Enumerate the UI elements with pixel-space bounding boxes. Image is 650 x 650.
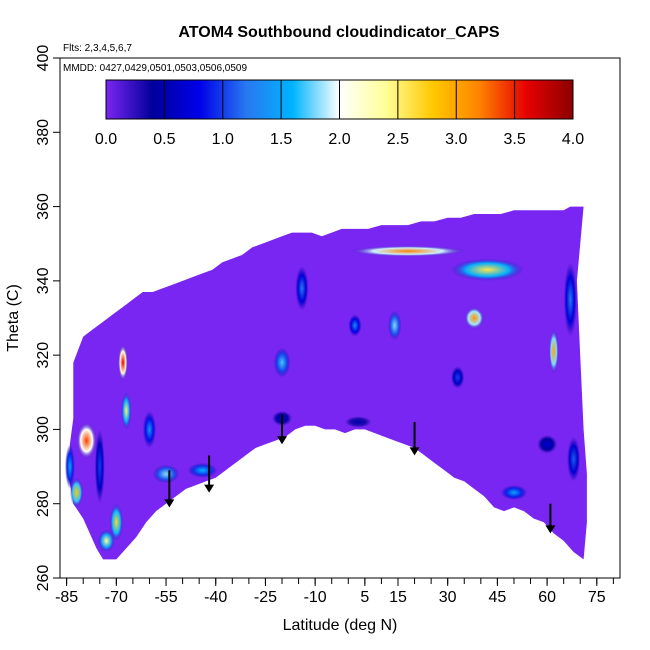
y-tick-label: 380 bbox=[35, 119, 52, 146]
y-tick-label: 300 bbox=[35, 416, 52, 443]
cloud-feature bbox=[187, 462, 218, 478]
cloud-feature bbox=[273, 347, 291, 378]
colorbar-tick-label: 2.5 bbox=[387, 131, 409, 148]
x-tick-label: 30 bbox=[439, 589, 457, 606]
x-tick-label: 75 bbox=[588, 589, 606, 606]
x-tick-label: -70 bbox=[105, 589, 128, 606]
y-axis: 260 280 300 320 340 360 380 400 bbox=[35, 45, 60, 592]
flights-annotation: Flts: 2,3,4,5,6,7 bbox=[63, 43, 132, 54]
colorbar-tick-label: 3.5 bbox=[504, 131, 526, 148]
cloud-feature bbox=[464, 306, 485, 330]
cloud-feature bbox=[69, 477, 84, 508]
chart-title: ATOM4 Southbound cloudindicator_CAPS bbox=[178, 24, 500, 41]
y-axis-label: Theta (C) bbox=[5, 284, 22, 352]
cloud-feature bbox=[121, 392, 132, 430]
y-tick-label: 400 bbox=[35, 45, 52, 72]
cloud-feature bbox=[348, 314, 362, 337]
cloud-feature bbox=[500, 485, 528, 500]
plot-area bbox=[65, 206, 587, 560]
cloud-feature bbox=[118, 344, 128, 382]
x-tick-label: -55 bbox=[154, 589, 177, 606]
colorbar-tick-label: 4.0 bbox=[562, 131, 584, 148]
x-tick-label: -85 bbox=[55, 589, 78, 606]
arrow-head bbox=[164, 499, 175, 508]
y-tick-label: 320 bbox=[35, 342, 52, 369]
dates-annotation: MMDD: 0427,0429,0501,0503,0506,0509 bbox=[63, 63, 247, 74]
cloud-feature bbox=[537, 435, 558, 454]
cloud-feature bbox=[388, 310, 402, 341]
x-tick-label: -40 bbox=[204, 589, 227, 606]
x-tick-label: 60 bbox=[538, 589, 556, 606]
x-tick-label: -25 bbox=[254, 589, 277, 606]
cloud-feature bbox=[345, 416, 372, 428]
y-tick-label: 360 bbox=[35, 193, 52, 220]
vertical-arrows bbox=[164, 414, 556, 534]
cloud-feature bbox=[94, 429, 105, 504]
x-tick-label: -10 bbox=[304, 589, 327, 606]
x-tick-label: 5 bbox=[360, 589, 369, 606]
cloud-feature bbox=[548, 329, 559, 374]
cloud-feature bbox=[451, 258, 524, 281]
arrow-head bbox=[277, 436, 288, 445]
arrow-head bbox=[545, 525, 556, 534]
colorbar-tick-label: 3.0 bbox=[445, 131, 467, 148]
cloud-feature bbox=[349, 245, 466, 257]
colorbar-tick-label: 0.0 bbox=[95, 131, 117, 148]
cloud-feature bbox=[152, 464, 180, 484]
colorbar-ticks: 0.0 0.5 1.0 1.5 2.0 2.5 3.0 3.5 4.0 bbox=[95, 80, 584, 148]
colorbar-tick-label: 2.0 bbox=[328, 131, 350, 148]
y-tick-label: 260 bbox=[35, 565, 52, 592]
cloud-feature bbox=[98, 529, 115, 552]
y-tick-label: 280 bbox=[35, 490, 52, 517]
x-axis-label: Latitude (deg N) bbox=[283, 617, 398, 634]
colorbar: 0.0 0.5 1.0 1.5 2.0 2.5 3.0 3.5 4.0 bbox=[95, 79, 584, 148]
colorbar-tick-label: 0.5 bbox=[153, 131, 175, 148]
cloud-feature bbox=[295, 266, 309, 311]
cloud-feature bbox=[451, 366, 465, 389]
plot-frame bbox=[59, 57, 621, 579]
cloud-feature bbox=[76, 422, 97, 460]
colorbar-tick-label: 1.5 bbox=[270, 131, 292, 148]
colorbar-tick-label: 1.0 bbox=[212, 131, 234, 148]
cloud-feature bbox=[563, 262, 577, 337]
cloud-feature bbox=[142, 410, 157, 448]
cloud-feature bbox=[65, 444, 75, 489]
y-tick-label: 340 bbox=[35, 267, 52, 294]
x-tick-label: 15 bbox=[389, 589, 407, 606]
arrow-head bbox=[409, 447, 420, 456]
x-tick-label: 45 bbox=[488, 589, 506, 606]
cloud-feature bbox=[567, 436, 581, 482]
arrow-head bbox=[204, 484, 215, 493]
x-axis: -85 -70 -55 -40 -25 -10 5 15 30 45 60 75 bbox=[55, 578, 614, 606]
